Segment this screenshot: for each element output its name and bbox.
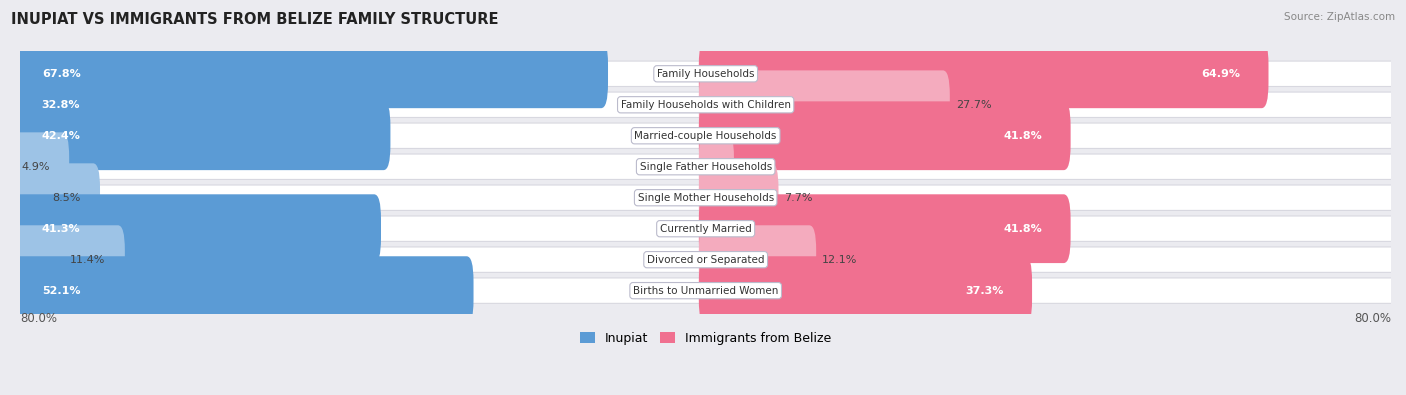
Legend: Inupiat, Immigrants from Belize: Inupiat, Immigrants from Belize (575, 327, 837, 350)
FancyBboxPatch shape (15, 92, 1395, 117)
Text: 80.0%: 80.0% (1354, 312, 1391, 325)
Text: 32.8%: 32.8% (42, 100, 80, 110)
Text: 80.0%: 80.0% (20, 312, 58, 325)
Text: 41.3%: 41.3% (42, 224, 80, 234)
FancyBboxPatch shape (15, 278, 1395, 303)
Text: 42.4%: 42.4% (42, 131, 80, 141)
Text: Family Households: Family Households (657, 69, 755, 79)
Text: 7.7%: 7.7% (785, 193, 813, 203)
Text: 11.4%: 11.4% (70, 255, 105, 265)
Text: 2.5%: 2.5% (740, 162, 768, 172)
Text: 67.8%: 67.8% (42, 69, 80, 79)
FancyBboxPatch shape (14, 194, 381, 263)
FancyBboxPatch shape (15, 216, 1395, 241)
FancyBboxPatch shape (14, 163, 100, 232)
FancyBboxPatch shape (699, 256, 1032, 325)
FancyBboxPatch shape (699, 194, 1070, 263)
Text: Family Households with Children: Family Households with Children (620, 100, 790, 110)
FancyBboxPatch shape (14, 102, 391, 170)
Text: 52.1%: 52.1% (42, 286, 80, 295)
FancyBboxPatch shape (699, 163, 779, 232)
Text: 8.5%: 8.5% (52, 193, 80, 203)
FancyBboxPatch shape (15, 185, 1395, 211)
FancyBboxPatch shape (15, 247, 1395, 273)
Text: Single Father Households: Single Father Households (640, 162, 772, 172)
Text: 41.8%: 41.8% (1004, 131, 1042, 141)
FancyBboxPatch shape (699, 70, 950, 139)
Text: Married-couple Households: Married-couple Households (634, 131, 778, 141)
FancyBboxPatch shape (15, 123, 1395, 149)
Text: Currently Married: Currently Married (659, 224, 752, 234)
FancyBboxPatch shape (14, 256, 474, 325)
FancyBboxPatch shape (699, 40, 1268, 108)
Text: 4.9%: 4.9% (21, 162, 49, 172)
Text: Single Mother Households: Single Mother Households (637, 193, 773, 203)
Text: Births to Unmarried Women: Births to Unmarried Women (633, 286, 779, 295)
Text: 41.8%: 41.8% (1004, 224, 1042, 234)
FancyBboxPatch shape (15, 61, 1395, 87)
Text: 12.1%: 12.1% (823, 255, 858, 265)
FancyBboxPatch shape (14, 70, 308, 139)
FancyBboxPatch shape (14, 225, 125, 294)
Text: 27.7%: 27.7% (956, 100, 991, 110)
Text: Divorced or Separated: Divorced or Separated (647, 255, 765, 265)
FancyBboxPatch shape (14, 40, 607, 108)
FancyBboxPatch shape (14, 132, 69, 201)
FancyBboxPatch shape (699, 102, 1070, 170)
FancyBboxPatch shape (699, 132, 734, 201)
Text: Source: ZipAtlas.com: Source: ZipAtlas.com (1284, 12, 1395, 22)
Text: 37.3%: 37.3% (966, 286, 1004, 295)
FancyBboxPatch shape (15, 154, 1395, 179)
FancyBboxPatch shape (699, 225, 815, 294)
Text: INUPIAT VS IMMIGRANTS FROM BELIZE FAMILY STRUCTURE: INUPIAT VS IMMIGRANTS FROM BELIZE FAMILY… (11, 12, 499, 27)
Text: 64.9%: 64.9% (1201, 69, 1240, 79)
